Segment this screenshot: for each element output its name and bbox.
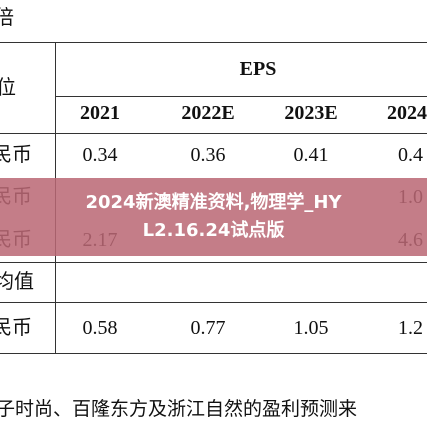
cell: 0.77: [190, 317, 226, 339]
cell: 1.2: [398, 317, 423, 339]
year-header: 2021: [80, 102, 120, 124]
cell: 0.41: [293, 144, 329, 166]
rule: [0, 302, 427, 303]
corner-label: 倍: [0, 7, 14, 29]
cell: 1.05: [293, 317, 329, 339]
rule: [55, 96, 427, 97]
banner-line: 2024新澳精准资料,物理学_HY: [85, 192, 342, 213]
row-label: 民币: [0, 317, 32, 339]
cell: 0.34: [82, 144, 118, 166]
rule: [0, 42, 427, 43]
year-header: 2022E: [181, 102, 235, 124]
rule: [0, 133, 427, 134]
footer-text: 子时尚、百隆东方及浙江自然的盈利预测来: [0, 399, 358, 420]
cell: 0.4: [398, 144, 423, 166]
unit-label: 位: [0, 77, 16, 99]
cell: 0.58: [82, 317, 118, 339]
banner: 2024新澳精准资料,物理学_HY L2.16.24试点版: [0, 178, 427, 256]
year-header: 2024: [387, 102, 427, 124]
cell: 0.36: [190, 144, 226, 166]
group-header: EPS: [239, 58, 277, 80]
row-label: 民币: [0, 144, 32, 166]
year-header: 2023E: [284, 102, 338, 124]
section-label: 均值: [0, 271, 34, 293]
rule: [0, 353, 427, 354]
rule: [0, 262, 427, 263]
banner-line: L2.16.24试点版: [142, 220, 285, 241]
